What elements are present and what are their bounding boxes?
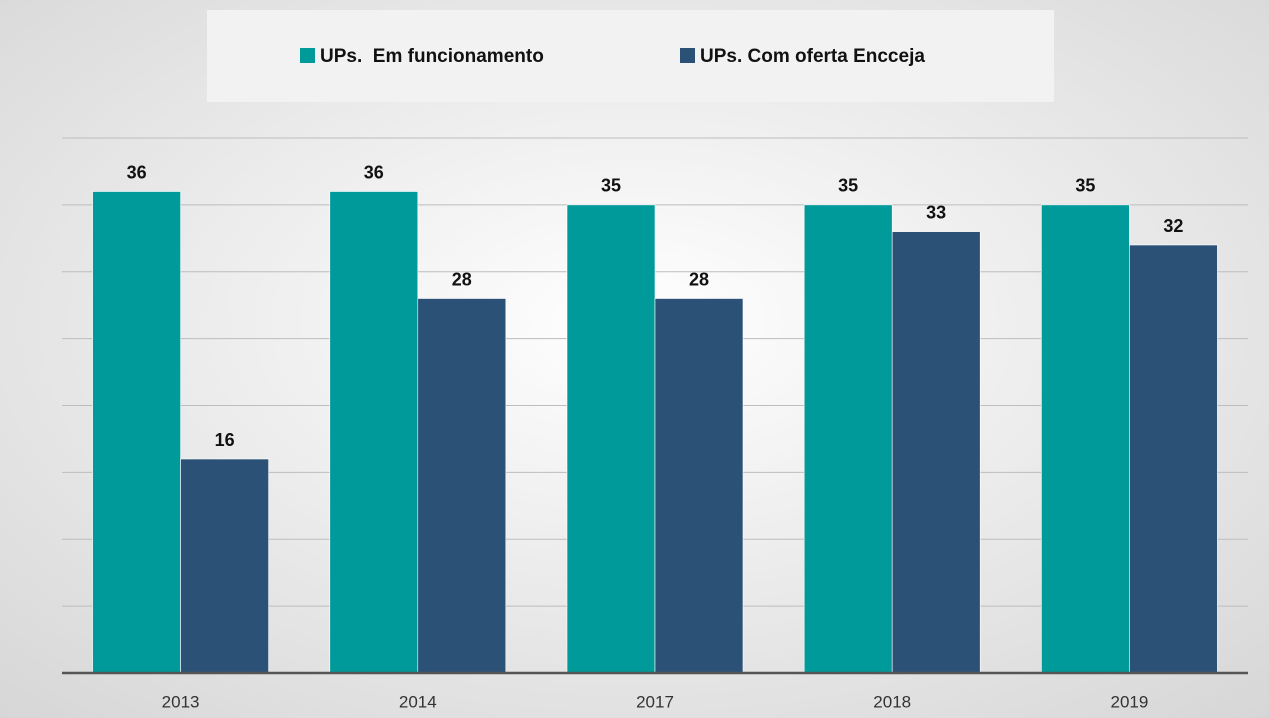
- data-label: 28: [689, 269, 709, 289]
- data-label: 35: [838, 176, 858, 196]
- bar: [417, 298, 507, 674]
- data-label: 16: [215, 430, 235, 450]
- data-label: 35: [601, 176, 621, 196]
- data-label: 32: [1163, 216, 1183, 236]
- bar: [180, 458, 269, 674]
- legend-label: UPs. Com oferta Encceja: [700, 46, 925, 67]
- x-tick-label: 2017: [636, 692, 674, 711]
- legend-label: UPs. Em funcionamento: [320, 46, 544, 67]
- data-label: 33: [926, 202, 946, 222]
- bar: [1129, 244, 1218, 674]
- legend: UPs. Em funcionamento UPs. Com oferta Enc…: [300, 46, 925, 67]
- bar: [566, 204, 656, 674]
- x-tick-label: 2018: [873, 692, 911, 711]
- bar: [329, 191, 419, 674]
- legend-swatch: [300, 48, 315, 63]
- legend-swatch: [680, 48, 695, 63]
- x-tick-label: 2014: [399, 692, 437, 711]
- data-label: 36: [364, 162, 384, 182]
- bar: [803, 204, 893, 674]
- bar: [92, 191, 181, 674]
- bar: [654, 298, 744, 674]
- data-label: 28: [452, 269, 472, 289]
- data-label: 35: [1075, 176, 1095, 196]
- legend-box: [207, 10, 1054, 102]
- x-tick-label: 2013: [162, 692, 200, 711]
- bar: [891, 231, 981, 674]
- x-tick-label: 2019: [1110, 692, 1148, 711]
- data-label: 36: [127, 162, 147, 182]
- bar: [1041, 204, 1130, 674]
